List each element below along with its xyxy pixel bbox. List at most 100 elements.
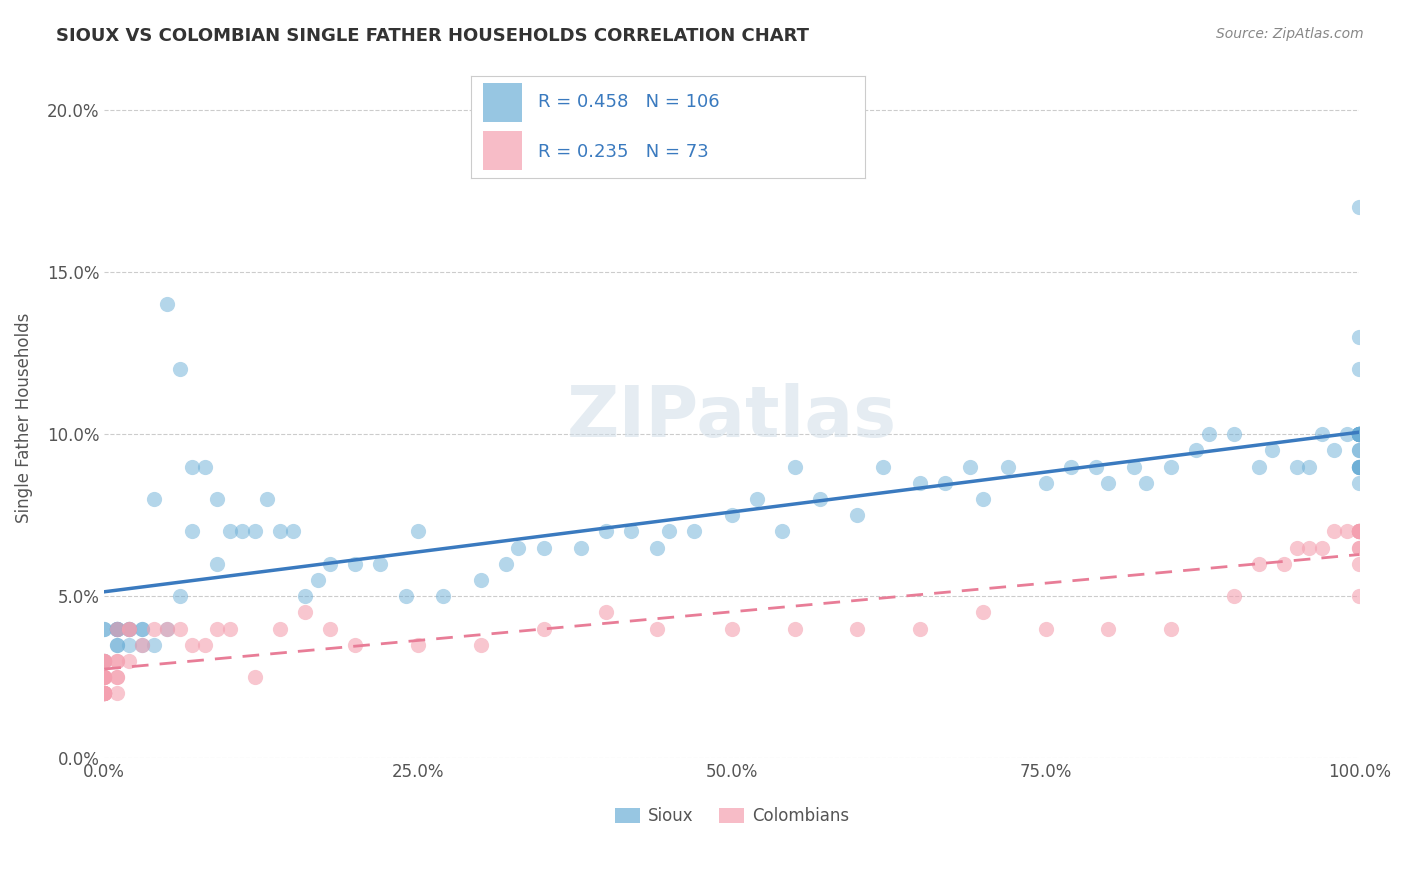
Point	[118, 622, 141, 636]
Point	[658, 524, 681, 539]
Point	[344, 557, 367, 571]
Point	[1285, 459, 1308, 474]
Point	[934, 475, 956, 490]
Point	[1249, 557, 1271, 571]
Point	[93, 686, 115, 700]
Point	[294, 589, 316, 603]
Point	[394, 589, 416, 603]
Point	[307, 573, 329, 587]
Point	[808, 491, 831, 506]
Point	[231, 524, 253, 539]
Point	[205, 557, 228, 571]
Point	[533, 622, 555, 636]
Point	[783, 622, 806, 636]
Point	[93, 686, 115, 700]
Point	[256, 491, 278, 506]
Point	[721, 622, 744, 636]
Point	[181, 638, 204, 652]
Point	[846, 508, 869, 523]
Point	[169, 589, 191, 603]
Point	[1348, 459, 1371, 474]
Text: ZIPatlas: ZIPatlas	[567, 384, 897, 452]
Point	[997, 459, 1019, 474]
Point	[1348, 362, 1371, 376]
Point	[770, 524, 793, 539]
Point	[1160, 622, 1182, 636]
Point	[495, 557, 517, 571]
Point	[281, 524, 304, 539]
Point	[645, 622, 668, 636]
Point	[93, 670, 115, 684]
Point	[269, 622, 291, 636]
Point	[105, 622, 128, 636]
Point	[1348, 459, 1371, 474]
Point	[131, 622, 153, 636]
Point	[1097, 622, 1119, 636]
Point	[1348, 459, 1371, 474]
Point	[131, 622, 153, 636]
Point	[169, 622, 191, 636]
Point	[972, 491, 994, 506]
Point	[105, 622, 128, 636]
Point	[243, 670, 266, 684]
Point	[218, 524, 240, 539]
Point	[105, 638, 128, 652]
Point	[406, 638, 429, 652]
Point	[683, 524, 706, 539]
Point	[243, 524, 266, 539]
Point	[118, 622, 141, 636]
Point	[406, 524, 429, 539]
Point	[93, 654, 115, 668]
Point	[93, 622, 115, 636]
Point	[93, 686, 115, 700]
Text: SIOUX VS COLOMBIAN SINGLE FATHER HOUSEHOLDS CORRELATION CHART: SIOUX VS COLOMBIAN SINGLE FATHER HOUSEHO…	[56, 27, 810, 45]
Point	[1348, 427, 1371, 442]
Point	[105, 638, 128, 652]
Point	[972, 606, 994, 620]
Point	[118, 622, 141, 636]
Point	[93, 686, 115, 700]
Point	[1348, 524, 1371, 539]
Point	[1348, 524, 1371, 539]
Point	[118, 622, 141, 636]
Point	[595, 524, 617, 539]
Point	[93, 670, 115, 684]
Point	[1348, 427, 1371, 442]
Bar	[482, 131, 522, 170]
Point	[118, 654, 141, 668]
Point	[93, 654, 115, 668]
Point	[1348, 427, 1371, 442]
Point	[1348, 589, 1371, 603]
Point	[1223, 589, 1246, 603]
Point	[143, 638, 166, 652]
Point	[93, 686, 115, 700]
Point	[1285, 541, 1308, 555]
Point	[1348, 524, 1371, 539]
Point	[156, 622, 179, 636]
Point	[93, 654, 115, 668]
Point	[1298, 459, 1320, 474]
Bar	[482, 83, 522, 122]
Point	[1348, 524, 1371, 539]
Point	[319, 622, 342, 636]
Point	[1348, 427, 1371, 442]
Point	[143, 622, 166, 636]
Point	[1348, 427, 1371, 442]
Point	[470, 638, 492, 652]
Point	[1348, 541, 1371, 555]
Point	[93, 686, 115, 700]
Point	[269, 524, 291, 539]
Text: R = 0.235   N = 73: R = 0.235 N = 73	[538, 143, 709, 161]
Y-axis label: Single Father Households: Single Father Households	[15, 313, 32, 523]
Point	[595, 606, 617, 620]
Point	[93, 654, 115, 668]
Point	[118, 638, 141, 652]
Point	[1348, 524, 1371, 539]
Point	[1348, 330, 1371, 344]
Point	[1097, 475, 1119, 490]
Point	[470, 573, 492, 587]
Point	[1336, 524, 1358, 539]
Point	[1198, 427, 1220, 442]
Point	[93, 622, 115, 636]
Point	[1348, 557, 1371, 571]
